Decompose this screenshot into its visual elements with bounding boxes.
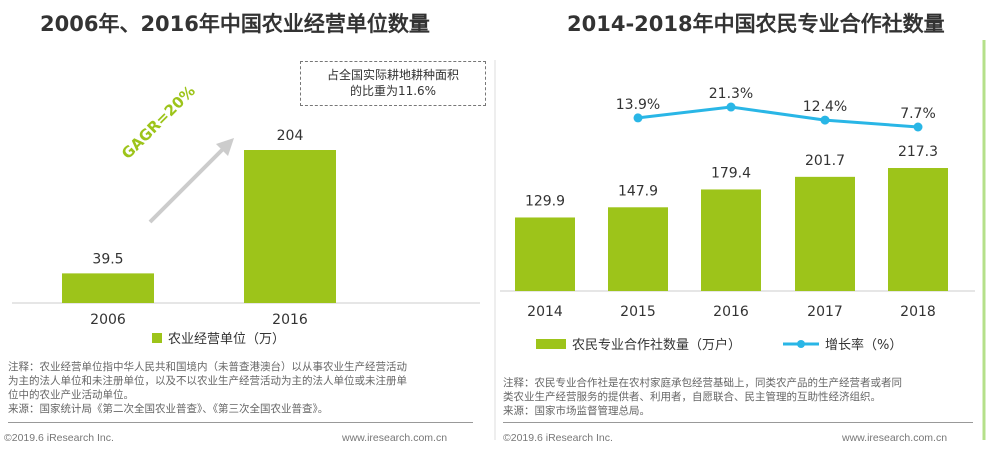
bar xyxy=(888,168,948,291)
legend-label: 农业经营单位（万） xyxy=(168,332,286,347)
left-chart-title: 2006年、2016年中国农业经营单位数量 xyxy=(40,12,430,36)
note-line: 为主的法人单位和未注册单位，以及不以农业生产经营活动为主的法人单位或未注册单 xyxy=(8,375,407,387)
left-url[interactable]: www.iresearch.com.cn xyxy=(342,432,448,444)
x-tick-label: 2018 xyxy=(900,304,936,320)
data-label: 129.9 xyxy=(525,193,565,209)
bar xyxy=(795,176,855,291)
line-point xyxy=(726,102,736,112)
data-label: 39.5 xyxy=(92,251,123,267)
x-tick-label: 2016 xyxy=(272,312,308,328)
line-label: 13.9% xyxy=(616,97,660,113)
legend-swatch xyxy=(536,338,566,349)
callout-box: 占全国实际耕地耕种面积 的比重为11.6% xyxy=(300,61,486,106)
data-label: 217.3 xyxy=(898,144,938,160)
x-tick-label: 2015 xyxy=(620,304,656,320)
x-tick-label: 2014 xyxy=(527,304,563,320)
right-footer-rule xyxy=(503,422,973,423)
note-line: 注释：农民专业合作社是在农村家庭承包经营基础上，同类农产品的生产经营者或者同 xyxy=(503,377,902,389)
line-point xyxy=(913,122,923,132)
callout-line: 占全国实际耕地耕种面积 xyxy=(326,68,459,82)
legend-swatch xyxy=(152,332,162,343)
data-label: 179.4 xyxy=(711,165,751,181)
bar xyxy=(244,150,336,303)
growth-line xyxy=(637,105,919,129)
source-line: 来源：国家统计局《第二次全国农业普查》、《第三次全国农业普查》。 xyxy=(8,403,329,415)
right-url[interactable]: www.iresearch.com.cn xyxy=(842,432,948,444)
legend-label: 增长率（%） xyxy=(825,338,903,353)
left-note: 注释：农业经营单位指中华人民共和国境内（未普查港澳台）以从事农业生产经营活动 为… xyxy=(8,360,407,416)
line-point xyxy=(820,115,830,125)
legend-label: 农民专业合作社数量（万户） xyxy=(572,338,742,353)
line-label: 7.7% xyxy=(900,106,936,122)
callout-line: 的比重为11.6% xyxy=(349,84,437,98)
data-label: 147.9 xyxy=(618,183,658,199)
arrow-head-icon xyxy=(216,138,234,156)
right-copyright: ©2019.6 iResearch Inc. xyxy=(503,432,613,444)
x-tick-label: 2006 xyxy=(90,312,126,328)
left-footer-rule xyxy=(8,422,473,423)
line-label: 12.4% xyxy=(803,99,847,115)
growth-arrow xyxy=(148,144,228,224)
source-line: 来源：国家市场监督管理总局。 xyxy=(503,405,650,417)
note-line: 位中的农业产业活动单位。 xyxy=(8,389,134,401)
right-legend: 农民专业合作社数量（万户） 增长率（%） xyxy=(536,334,902,353)
bar xyxy=(701,189,761,291)
bar xyxy=(62,273,154,303)
x-tick-label: 2016 xyxy=(713,304,749,320)
bar xyxy=(515,217,575,291)
left-legend: 农业经营单位（万） xyxy=(152,328,285,347)
line-point xyxy=(633,113,643,123)
line-label: 21.3% xyxy=(709,86,753,102)
data-label: 204 xyxy=(277,128,304,144)
right-note: 注释：农民专业合作社是在农村家庭承包经营基础上，同类农产品的生产经营者或者同 类… xyxy=(503,376,902,418)
x-tick-label: 2017 xyxy=(807,304,843,320)
left-copyright: ©2019.6 iResearch Inc. xyxy=(4,432,114,444)
data-label: 201.7 xyxy=(805,153,845,169)
bar xyxy=(608,207,668,291)
note-line: 注释：农业经营单位指中华人民共和国境内（未普查港澳台）以从事农业生产经营活动 xyxy=(8,361,407,373)
note-line: 类农业生产经营服务的提供者、利用者，自愿联合、民主管理的互助性经济组织。 xyxy=(503,391,881,403)
right-chart-title: 2014-2018年中国农民专业合作社数量 xyxy=(567,12,945,36)
legend-line-icon xyxy=(783,339,820,348)
